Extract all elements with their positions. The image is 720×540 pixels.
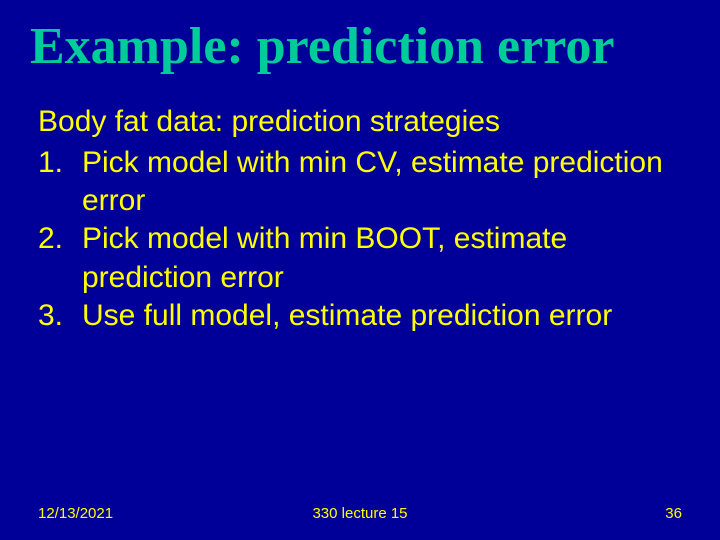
- list-item: 1. Pick model with min CV, estimate pred…: [38, 144, 682, 221]
- footer-page-number: 36: [469, 505, 682, 522]
- list-text: Use full model, estimate prediction erro…: [82, 297, 682, 335]
- list-text: Pick model with min CV, estimate predict…: [82, 144, 682, 221]
- footer-date: 12/13/2021: [38, 505, 251, 522]
- footer-center: 330 lecture 15: [251, 505, 470, 522]
- list-number: 2.: [38, 220, 82, 297]
- body-intro: Body fat data: prediction strategies: [38, 103, 682, 141]
- list-text: Pick model with min BOOT, estimate predi…: [82, 220, 682, 297]
- list-item: 2. Pick model with min BOOT, estimate pr…: [38, 220, 682, 297]
- slide-body: Body fat data: prediction strategies 1. …: [0, 75, 720, 335]
- list-number: 3.: [38, 297, 82, 335]
- slide-title: Example: prediction error: [0, 0, 720, 75]
- slide-footer: 12/13/2021 330 lecture 15 36: [0, 505, 720, 522]
- list-number: 1.: [38, 144, 82, 221]
- strategy-list: 1. Pick model with min CV, estimate pred…: [38, 144, 682, 336]
- list-item: 3. Use full model, estimate prediction e…: [38, 297, 682, 335]
